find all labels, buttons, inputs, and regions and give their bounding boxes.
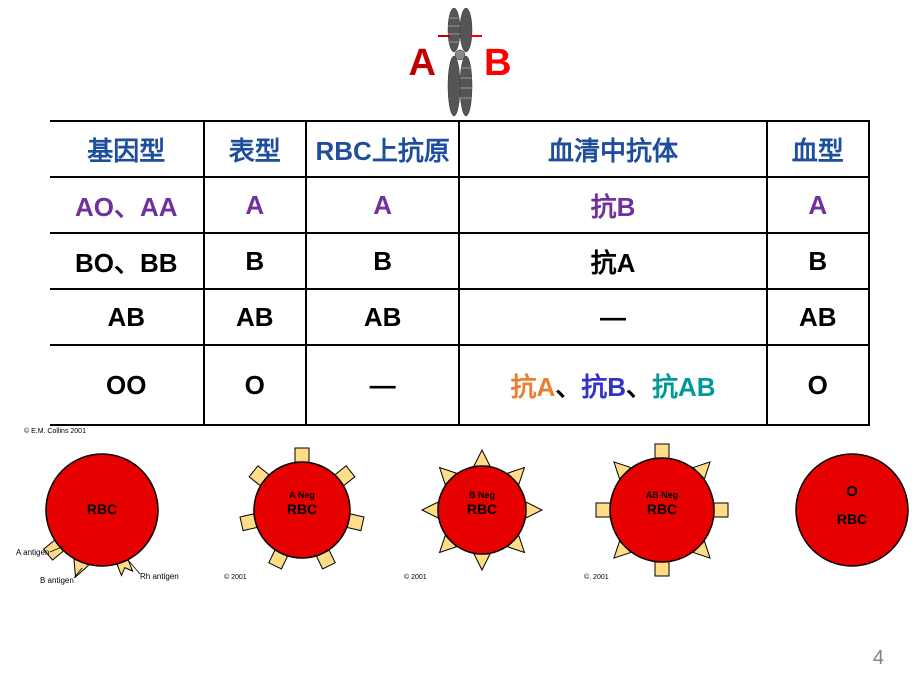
table-header: RBC上抗原	[306, 121, 460, 177]
svg-text:B Neg: B Neg	[469, 490, 495, 500]
svg-text:RBC: RBC	[837, 511, 867, 527]
rbc-icon: B Neg RBC	[402, 420, 562, 600]
table: 基因型表型RBC上抗原血清中抗体血型AO、AAAA抗BABO、BBBB抗ABAB…	[50, 120, 870, 426]
chromosome-icon	[438, 8, 482, 118]
page-number: 4	[873, 647, 884, 670]
svg-text:RBC: RBC	[287, 501, 317, 517]
svg-text:RBC: RBC	[467, 501, 497, 517]
blood-type-table: 基因型表型RBC上抗原血清中抗体血型AO、AAAA抗BABO、BBBB抗ABAB…	[50, 120, 870, 426]
table-cell: AB	[204, 289, 306, 345]
table-cell: AB	[50, 289, 204, 345]
copyright-label: ©. 2001	[584, 574, 609, 581]
rbc-icon: A Neg RBC	[222, 420, 382, 600]
table-cell: OO	[50, 345, 204, 425]
table-row: ABABAB—AB	[50, 289, 869, 345]
table-cell: A	[204, 177, 306, 233]
table-cell: AB	[767, 289, 869, 345]
copyright-label: © 2001	[224, 574, 247, 581]
table-cell: B	[204, 233, 306, 289]
copyright-label: © 2001	[404, 574, 427, 581]
table-cell: 抗A	[459, 233, 766, 289]
table-cell: B	[767, 233, 869, 289]
antigen-legend-label: Rh antigen	[140, 572, 179, 581]
chromosome-label-a: A	[409, 42, 436, 85]
table-cell: O	[767, 345, 869, 425]
table-header: 血型	[767, 121, 869, 177]
svg-text:RBC: RBC	[647, 501, 677, 517]
rbc-cell: RBC © E.M. Collins 2001A antigenB antige…	[22, 420, 182, 605]
table-cell: O	[204, 345, 306, 425]
rbc-cell: A Neg RBC © 2001	[222, 420, 382, 605]
table-header: 表型	[204, 121, 306, 177]
antigen-legend-label: B antigen	[40, 576, 74, 585]
table-row: AO、AAAA抗BA	[50, 177, 869, 233]
table-header: 基因型	[50, 121, 204, 177]
table-cell: —	[306, 345, 460, 425]
chromosome-header: A B	[0, 8, 920, 118]
svg-text:AB Neg: AB Neg	[646, 490, 679, 500]
rbc-cell: B Neg RBC © 2001	[402, 420, 562, 605]
table-cell: AO、AA	[50, 177, 204, 233]
table-row: BO、BBBB抗AB	[50, 233, 869, 289]
table-cell: 抗A、抗B、抗AB	[459, 345, 766, 425]
svg-text:O: O	[846, 483, 858, 500]
copyright-label: © E.M. Collins 2001	[24, 428, 86, 435]
table-cell: —	[459, 289, 766, 345]
table-cell: 抗B	[459, 177, 766, 233]
rbc-cell: AB Neg RBC ©. 2001	[582, 420, 742, 605]
table-cell: A	[306, 177, 460, 233]
svg-text:RBC: RBC	[87, 501, 117, 517]
rbc-diagram-row: RBC © E.M. Collins 2001 A antigen B antige…	[12, 420, 912, 600]
rbc-cell: O RBC	[772, 420, 920, 605]
rbc-icon: AB Neg RBC	[582, 420, 742, 600]
rbc-icon: O RBC	[772, 420, 920, 600]
table-cell: BO、BB	[50, 233, 204, 289]
table-cell: B	[306, 233, 460, 289]
antigen-legend-label: A antigen	[16, 548, 49, 557]
table-row: OOO—抗A、抗B、抗ABO	[50, 345, 869, 425]
svg-text:A Neg: A Neg	[289, 490, 315, 500]
table-cell: AB	[306, 289, 460, 345]
table-cell: A	[767, 177, 869, 233]
chromosome-label-b: B	[484, 42, 511, 85]
table-header: 血清中抗体	[459, 121, 766, 177]
